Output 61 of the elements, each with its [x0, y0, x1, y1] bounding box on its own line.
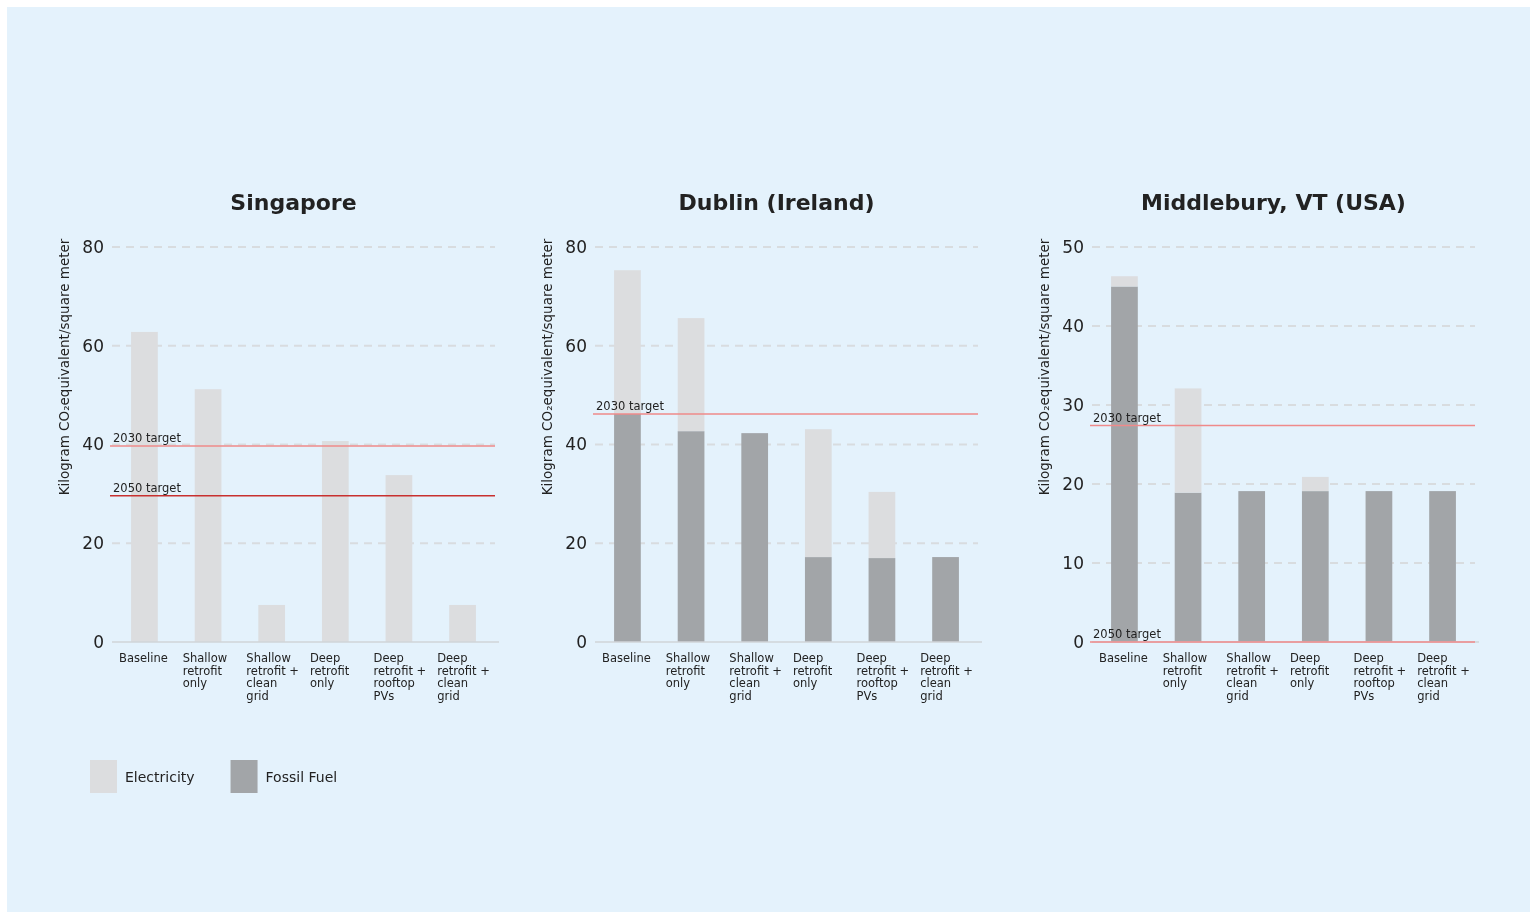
x-tick-label: Shallow retrofit + clean grid [729, 651, 782, 703]
bar [1238, 491, 1266, 642]
bar [1429, 491, 1456, 642]
x-tick-label: Shallow retrofit + clean grid [246, 651, 299, 703]
x-tick-label: Deep retrofit + clean grid [437, 651, 490, 703]
y-tick-label: 20 [1062, 473, 1084, 494]
y-tick-label: 20 [82, 533, 104, 554]
chart-title: Dublin (Ireland) [678, 190, 875, 215]
bar [677, 318, 705, 432]
bar [677, 431, 705, 642]
y-tick-label: 40 [565, 434, 587, 455]
bar [1111, 276, 1138, 287]
ref-line-label: 2030 target [1093, 410, 1162, 425]
bar [1365, 491, 1393, 642]
x-tick-label: Deep retrofit only [1289, 651, 1330, 691]
bar [1174, 492, 1202, 642]
y-axis-title: Kilogram CO₂equivalent/square meter [539, 238, 555, 496]
x-tick-label: Shallow retrofit + clean grid [1226, 651, 1279, 703]
y-tick-label: 30 [1062, 394, 1084, 415]
x-tick-label: Deep retrofit + clean grid [1417, 651, 1470, 703]
legend-label: Electricity [125, 769, 195, 785]
ref-line-label: 2030 target [113, 430, 182, 445]
y-tick-label: 60 [565, 335, 587, 356]
y-tick-label: 40 [1062, 315, 1084, 336]
x-tick-label: Shallow retrofit only [182, 651, 228, 691]
chart-title: Middlebury, VT (USA) [1141, 190, 1406, 215]
y-tick-label: 0 [576, 631, 587, 652]
x-tick-label: Deep retrofit + rooftop PVs [1353, 651, 1407, 703]
y-tick-label: 20 [565, 533, 587, 554]
bar [1301, 491, 1329, 642]
y-tick-label: 0 [1073, 631, 1084, 652]
y-tick-label: 40 [82, 434, 104, 455]
x-tick-label: Deep retrofit + rooftop PVs [856, 651, 910, 703]
x-tick-label: Deep retrofit only [792, 651, 833, 691]
x-tick-label: Baseline [119, 651, 168, 665]
y-tick-label: 80 [565, 236, 587, 257]
y-tick-label: 60 [82, 335, 104, 356]
y-tick-label: 80 [82, 236, 104, 257]
bar [614, 413, 641, 642]
x-tick-label: Deep retrofit + clean grid [920, 651, 973, 703]
bar [741, 433, 769, 642]
chart-title: Singapore [230, 190, 357, 215]
x-tick-label: Shallow retrofit only [665, 651, 711, 691]
y-tick-label: 50 [1062, 236, 1084, 257]
legend-label: Fossil Fuel [265, 769, 338, 785]
x-tick-label: Shallow retrofit only [1162, 651, 1208, 691]
x-tick-label: Baseline [1099, 651, 1148, 665]
x-tick-label: Baseline [602, 651, 651, 665]
ref-line-label: 2050 target [113, 480, 182, 495]
bar [804, 557, 832, 642]
y-tick-label: 0 [93, 631, 104, 652]
bar [932, 557, 959, 642]
x-tick-label: Deep retrofit only [309, 651, 350, 691]
ref-line-label: 2030 target [596, 398, 665, 413]
ref-line-label: 2050 target [1093, 627, 1162, 641]
y-axis-title: Kilogram CO₂equivalent/square meter [56, 238, 72, 496]
y-tick-label: 10 [1062, 552, 1084, 573]
bar [868, 558, 896, 642]
y-axis-title: Kilogram CO₂equivalent/square meter [1036, 238, 1052, 496]
x-tick-label: Deep retrofit + rooftop PVs [373, 651, 427, 703]
bar [1174, 388, 1202, 493]
